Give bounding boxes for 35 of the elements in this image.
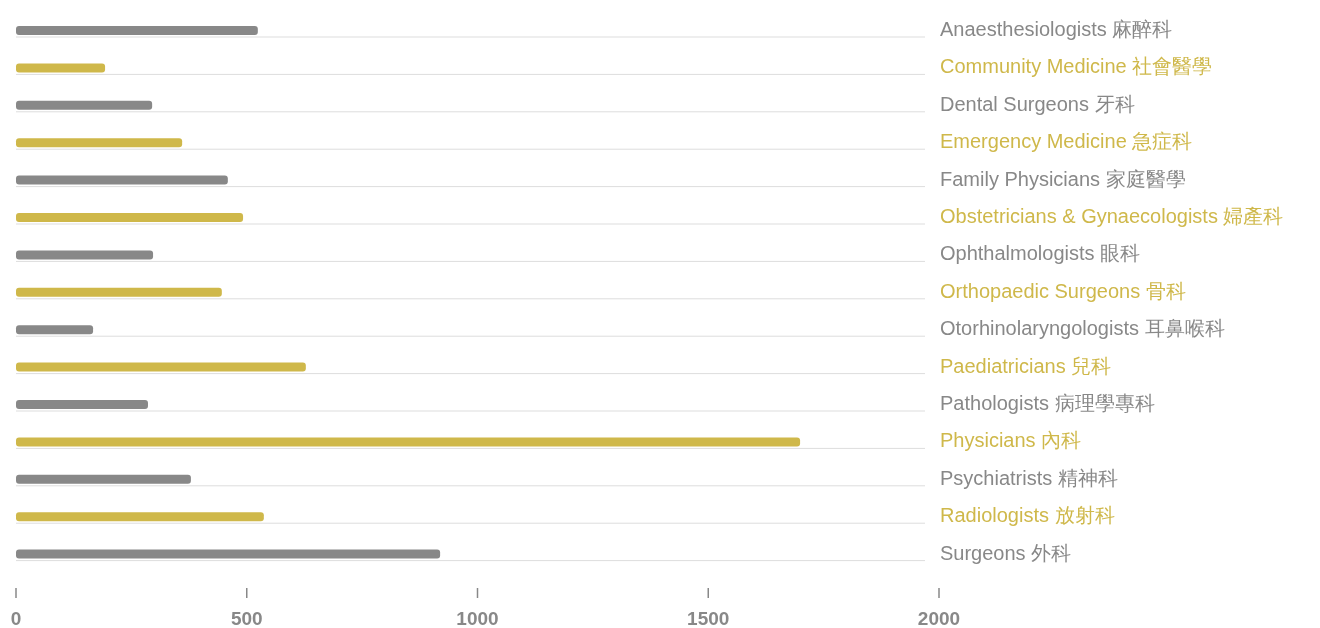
y-tick-label: Family Physicians 家庭醫學 — [940, 167, 1186, 190]
bar — [16, 362, 306, 372]
x-tick-label: 0 — [10, 608, 22, 628]
y-tick-label: Community Medicine 社會醫學 — [940, 55, 1213, 78]
x-tick-label: 1500 — [687, 608, 730, 628]
y-tick-label: Otorhinolaryngologists 耳鼻喉科 — [940, 317, 1225, 340]
bar — [16, 175, 228, 185]
bar — [16, 63, 106, 73]
y-tick-label: Paediatricians 兒科 — [940, 354, 1112, 377]
y-tick-label: Obstetricians & Gynaecologists 婦產科 — [940, 205, 1284, 227]
bar — [16, 325, 94, 335]
y-tick-label: Psychiatrists 精神科 — [940, 466, 1118, 489]
x-tick-label: 1000 — [456, 608, 499, 628]
bar — [16, 100, 153, 110]
y-tick-label: Orthopaedic Surgeons 骨科 — [940, 279, 1186, 302]
bar — [16, 400, 148, 409]
bar — [16, 213, 244, 222]
y-tick-label: Surgeons 外科 — [940, 541, 1072, 564]
bar — [16, 474, 191, 484]
bar — [16, 549, 441, 559]
y-tick-label: Emergency Medicine 急症科 — [940, 130, 1193, 153]
y-tick-label: Ophthalmologists 眼科 — [940, 242, 1141, 265]
y-tick-label: Radiologists 放射科 — [940, 504, 1115, 527]
bar — [16, 26, 258, 35]
y-tick-label: Physicians 內科 — [940, 429, 1082, 452]
x-tick-label: 500 — [230, 608, 263, 628]
bar — [16, 437, 801, 447]
bar — [16, 250, 154, 260]
y-tick-label: Dental Surgeons 牙科 — [940, 92, 1135, 115]
bar — [16, 138, 183, 148]
y-tick-label: Anaesthesiologists 麻醉科 — [940, 18, 1173, 40]
bar — [16, 287, 222, 297]
x-tick-label: 2000 — [917, 608, 961, 628]
bar — [16, 512, 264, 522]
y-tick-label: Pathologists 病理學專科 — [940, 392, 1155, 414]
